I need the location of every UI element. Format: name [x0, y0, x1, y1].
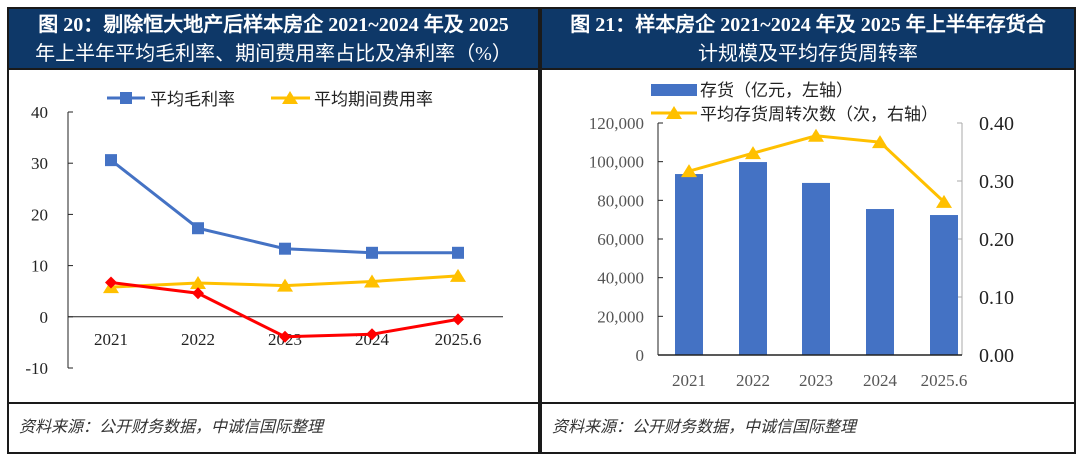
y-tick-label-left: 120,000 [589, 114, 644, 133]
figure-20-panel: 图 20：剔除恒大地产后样本房企 2021~2024 年及 2025 年上半年平… [7, 7, 540, 454]
legend-gross-margin-label: 平均毛利率 [150, 90, 235, 109]
legend-expense-ratio-marker [282, 91, 298, 104]
legend-turnover-label: 平均存货周转次数（次，右轴） [700, 105, 938, 124]
legend-expense-ratio-label: 平均期间费用率 [314, 90, 433, 109]
figure-21-header: 图 21：样本房企 2021~2024 年及 2025 年上半年存货合 计规模及… [542, 9, 1074, 70]
expense-ratio-point [190, 276, 206, 290]
figure-21-panel: 图 21：样本房企 2021~2024 年及 2025 年上半年存货合 计规模及… [540, 7, 1076, 454]
net-margin-point [105, 276, 117, 289]
figure-21-title-line2: 计规模及平均存货周转率 [698, 43, 918, 65]
y-tick-label-left: 80,000 [597, 191, 644, 210]
net-margin-point [279, 330, 291, 343]
expense-ratio-point [364, 274, 380, 288]
gross-margin-point [105, 154, 117, 167]
gross-margin-point [279, 242, 291, 255]
figure-21-source: 资料来源：公开财务数据，中诚信国际整理 [542, 402, 1074, 452]
figure-20-source: 资料来源：公开财务数据，中诚信国际整理 [9, 402, 538, 452]
y-tick-label: 40 [31, 103, 48, 122]
net-margin-point [366, 328, 378, 341]
y-tick-label-left: 0 [636, 346, 645, 365]
margin-line-chart: 403020100-1020212022202320242025.6平均毛利率平… [25, 90, 503, 378]
y-tick-label-right: 0.00 [979, 345, 1014, 367]
y-tick-label: 20 [31, 205, 48, 224]
figure-20-chart-area: 403020100-1020212022202320242025.6平均毛利率平… [9, 70, 538, 404]
y-tick-label-left: 40,000 [597, 269, 644, 288]
turnover-point [681, 164, 697, 178]
inventory-bar [866, 209, 894, 355]
turnover-point [936, 194, 952, 208]
y-tick-label-right: 0.30 [979, 171, 1014, 193]
legend-gross-margin-marker [120, 92, 132, 104]
expense-ratio-point [450, 268, 466, 282]
gross-margin-point [452, 246, 464, 259]
inventory-bar [930, 215, 958, 355]
x-tick-label: 2024 [863, 371, 898, 390]
turnover-point [745, 146, 761, 160]
figure-20-title-line1: 图 20：剔除恒大地产后样本房企 2021~2024 年及 2025 [38, 14, 509, 36]
x-tick-label: 2025.6 [921, 371, 968, 390]
inventory-bar [675, 174, 703, 355]
y-tick-label-right: 0.20 [979, 229, 1014, 251]
x-tick-label: 2022 [736, 371, 770, 390]
figure-20-title-line2: 年上半年平均毛利率、期间费用率占比及净利率（%） [35, 43, 512, 65]
y-tick-label-left: 60,000 [597, 230, 644, 249]
y-tick-label: 0 [40, 308, 49, 327]
legend-inventory-label: 存货（亿元，左轴） [700, 81, 853, 100]
turnover-point [808, 128, 824, 142]
gross-margin-point [366, 246, 378, 259]
figure-21-title-line1: 图 21：样本房企 2021~2024 年及 2025 年上半年存货合 [570, 14, 1046, 36]
x-tick-label: 2022 [181, 330, 215, 349]
inventory-bar [802, 182, 830, 355]
inventory-combo-chart: 120,000 100,000 80,000 60,000 40,000 20,000 0 0… [589, 81, 1014, 390]
turnover-point [872, 135, 888, 149]
legend-inventory-swatch [651, 84, 697, 96]
y-tick-label: 10 [31, 257, 48, 276]
expense-ratio-point [277, 278, 293, 292]
gross-margin-point [192, 222, 204, 235]
inventory-bar [739, 162, 767, 355]
y-tick-label-right: 0.10 [979, 287, 1014, 309]
y-tick-label: 30 [31, 154, 48, 173]
x-tick-label: 2025.6 [435, 330, 482, 349]
figure-20-header: 图 20：剔除恒大地产后样本房企 2021~2024 年及 2025 年上半年平… [9, 9, 538, 70]
y-tick-label-left: 20,000 [597, 307, 644, 326]
figure-21-chart-area: 120,000 100,000 80,000 60,000 40,000 20,000 0 0… [542, 70, 1074, 404]
x-tick-label: 2021 [94, 330, 128, 349]
net-margin-point [452, 313, 464, 326]
x-tick-label: 2023 [799, 371, 833, 390]
x-tick-label: 2021 [672, 371, 706, 390]
y-tick-label-left: 100,000 [589, 153, 644, 172]
gross-margin-line [110, 158, 458, 255]
y-tick-label-right: 0.40 [979, 113, 1014, 135]
y-tick-label: -10 [25, 359, 48, 378]
legend-turnover-marker [666, 106, 682, 119]
net-margin-point [192, 287, 204, 300]
